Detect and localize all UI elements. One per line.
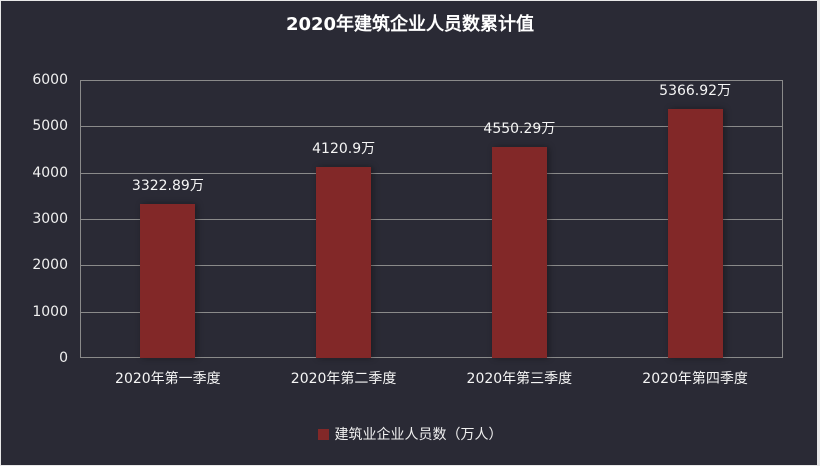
gridline xyxy=(80,173,783,174)
bar[interactable] xyxy=(667,109,723,358)
x-tick-label: 2020年第一季度 xyxy=(115,371,221,387)
bar-value-label: 4550.29万 xyxy=(483,121,556,138)
gridline xyxy=(80,80,783,81)
plot-area xyxy=(80,80,783,358)
y-tick-label: 1000 xyxy=(32,304,68,320)
bar-value-label: 5366.92万 xyxy=(659,83,732,100)
x-tick-label: 2020年第三季度 xyxy=(466,371,573,387)
gridline xyxy=(80,265,783,266)
y-tick-label: 2000 xyxy=(32,257,68,273)
gridline xyxy=(80,219,783,220)
y-tick-label: 3000 xyxy=(32,211,68,227)
bar[interactable] xyxy=(316,167,372,358)
bar-value-label: 4120.9万 xyxy=(312,141,376,158)
legend[interactable]: 建筑业企业人员数（万人） xyxy=(0,424,820,444)
x-tick-label: 2020年第二季度 xyxy=(290,371,397,387)
y-tick-label: 5000 xyxy=(32,118,68,134)
bar[interactable] xyxy=(140,204,196,358)
bar[interactable] xyxy=(491,147,547,358)
y-tick-label: 6000 xyxy=(32,72,68,88)
gridline xyxy=(80,126,783,127)
chart-title: 2020年建筑企业人员数累计值 xyxy=(285,14,535,35)
bar-value-label: 3322.89万 xyxy=(131,178,204,195)
x-tick-label: 2020年第四季度 xyxy=(642,371,748,387)
y-tick-label: 0 xyxy=(59,350,68,366)
y-tick-label: 4000 xyxy=(32,165,68,181)
legend-swatch-icon xyxy=(317,428,329,440)
gridline xyxy=(80,312,783,313)
legend-label: 建筑业企业人员数（万人） xyxy=(334,427,503,443)
